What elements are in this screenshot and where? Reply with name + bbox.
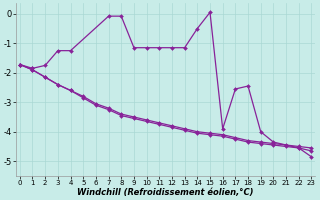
X-axis label: Windchill (Refroidissement éolien,°C): Windchill (Refroidissement éolien,°C) [77, 188, 254, 197]
